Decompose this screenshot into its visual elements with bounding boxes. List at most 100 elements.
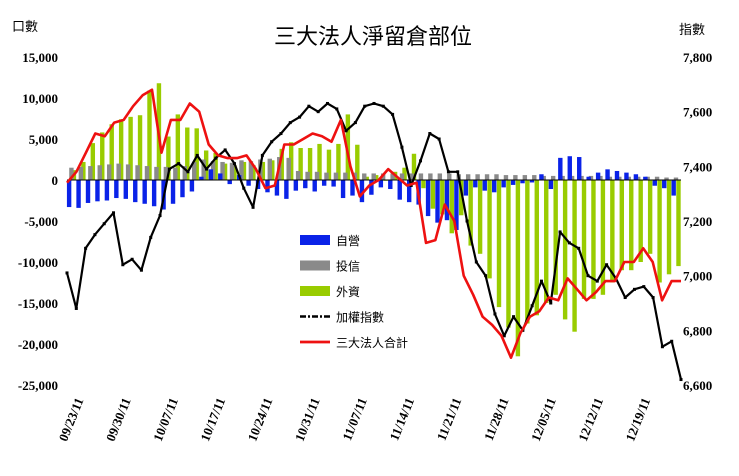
bar-自營 — [85, 180, 91, 203]
bar-自營 — [340, 180, 346, 199]
bar-外資 — [241, 161, 247, 180]
bar-自營 — [189, 180, 195, 192]
bar-自營 — [425, 180, 431, 217]
bar-投信 — [125, 164, 131, 180]
bar-自營 — [558, 157, 563, 180]
bar-外資 — [118, 119, 124, 180]
bar-自營 — [501, 180, 506, 188]
bar-自營 — [567, 156, 572, 180]
bar-投信 — [248, 161, 254, 180]
legend-swatch — [300, 286, 330, 296]
bar-投信 — [541, 175, 546, 180]
chart-title: 三大法人淨留倉部位 — [274, 25, 472, 50]
bar-投信 — [343, 172, 348, 180]
bar-自營 — [170, 180, 176, 204]
bar-自營 — [378, 180, 384, 188]
line-point — [149, 235, 153, 239]
left-tick-label: -5,000 — [24, 214, 58, 229]
bar-外資 — [515, 180, 521, 357]
line-point — [419, 159, 423, 163]
legend-label: 三大法人合計 — [336, 335, 408, 350]
bar-投信 — [154, 166, 159, 180]
line-series-group — [65, 88, 683, 382]
right-axis-unit: 指數 — [679, 23, 705, 38]
bar-外資 — [336, 143, 341, 180]
line-point — [121, 263, 125, 267]
bar-自營 — [180, 180, 185, 198]
bar-投信 — [192, 161, 197, 180]
bar-外資 — [581, 180, 587, 299]
bar-外資 — [326, 149, 332, 180]
bar-自營 — [473, 180, 478, 188]
bar-自營 — [463, 180, 469, 196]
left-tick-label: 5,000 — [29, 132, 58, 147]
bar-自營 — [133, 180, 138, 203]
line-point — [74, 306, 78, 310]
bar-自營 — [388, 180, 393, 190]
bar-投信 — [324, 172, 329, 180]
bar-投信 — [144, 166, 150, 180]
bar-自營 — [652, 180, 657, 186]
bar-自營 — [454, 180, 459, 231]
left-tick-label: -25,000 — [18, 378, 58, 393]
line-point — [567, 241, 571, 245]
bar-外資 — [647, 180, 653, 254]
bar-投信 — [305, 171, 310, 180]
bar-投信 — [465, 174, 471, 180]
bar-自營 — [114, 180, 119, 199]
line-point — [112, 211, 116, 215]
legend-label: 加權指數 — [336, 310, 384, 325]
bar-投信 — [116, 163, 121, 180]
bar-投信 — [503, 175, 509, 180]
bar-投信 — [362, 173, 367, 180]
bar-自營 — [95, 180, 100, 202]
left-axis-ticks: 15,000 10,000 5,000 0 -5,000 -10,000 -15,000 -2… — [18, 50, 58, 393]
bar-外資 — [553, 180, 558, 295]
bar-自營 — [520, 180, 525, 184]
bar-外資 — [459, 180, 464, 216]
left-tick-label: 15,000 — [22, 50, 58, 65]
bar-投信 — [267, 158, 272, 180]
line-point — [335, 107, 339, 111]
bar-外資 — [572, 180, 577, 332]
bar-外資 — [619, 180, 624, 271]
bar-外資 — [166, 136, 171, 180]
bar-自營 — [142, 180, 147, 204]
bar-投信 — [635, 176, 641, 180]
bar-投信 — [229, 162, 235, 180]
right-tick-label: 6,800 — [683, 323, 712, 338]
bar-外資 — [676, 180, 681, 267]
line-point — [344, 129, 348, 133]
bar-自營 — [246, 180, 251, 186]
bar-自營 — [586, 176, 591, 180]
line-point — [428, 132, 432, 136]
date-tick-label: 11/07/11 — [339, 396, 370, 443]
bar-自營 — [539, 174, 544, 180]
bar-投信 — [522, 175, 528, 180]
line-point — [251, 205, 255, 209]
bar-自營 — [614, 170, 620, 180]
bar-投信 — [494, 174, 499, 180]
bar-投信 — [607, 176, 613, 180]
bar-投信 — [69, 167, 74, 180]
bar-投信 — [437, 173, 443, 180]
line-point — [84, 246, 88, 250]
bar-投信 — [673, 177, 679, 180]
bar-投信 — [626, 176, 631, 180]
line-point — [353, 121, 357, 125]
bar-自營 — [321, 180, 327, 186]
bar-投信 — [598, 175, 603, 180]
bar-自營 — [303, 180, 308, 189]
line-point — [288, 121, 292, 125]
line-point — [242, 186, 246, 190]
bar-外資 — [222, 163, 228, 180]
bar-投信 — [617, 176, 622, 180]
line-point — [465, 219, 469, 223]
bar-外資 — [496, 180, 502, 308]
bar-外資 — [81, 161, 86, 180]
bar-自營 — [435, 180, 440, 223]
bar-投信 — [654, 176, 660, 180]
right-tick-label: 7,400 — [683, 159, 712, 174]
bar-外資 — [506, 180, 511, 328]
bar-外資 — [317, 143, 322, 180]
